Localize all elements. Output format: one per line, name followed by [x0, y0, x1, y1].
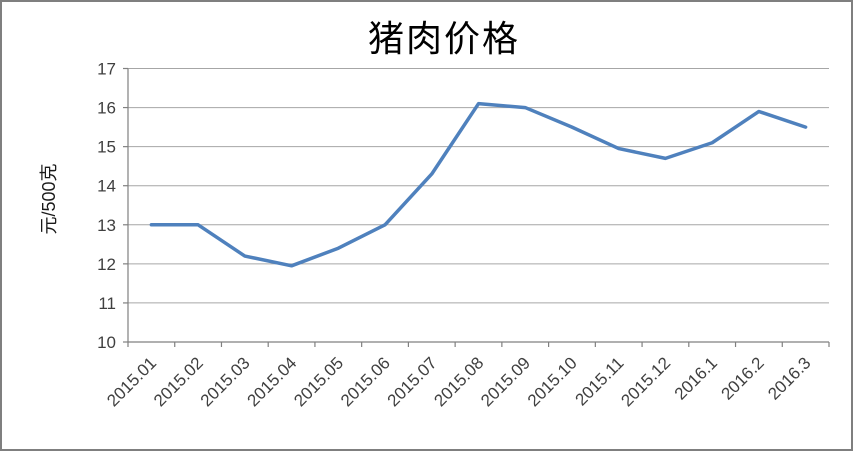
y-tick-label: 12 — [97, 255, 116, 274]
y-tick-label: 14 — [97, 177, 116, 196]
x-tick-label: 2015.09 — [477, 353, 534, 410]
x-tick-label: 2015.12 — [617, 353, 674, 410]
x-tick-label: 2015.07 — [384, 353, 441, 410]
x-tick-label: 2015.03 — [197, 353, 254, 410]
x-tick-label: 2015.06 — [337, 353, 394, 410]
x-tick-label: 2016.1 — [671, 353, 721, 403]
x-tick-label: 2016.3 — [764, 353, 814, 403]
x-tick-label: 2016.2 — [718, 353, 768, 403]
y-tick-label: 10 — [97, 333, 116, 352]
y-tick-label: 13 — [97, 216, 116, 235]
y-tick-label: 15 — [97, 138, 116, 157]
x-tick-label: 2015.11 — [572, 353, 628, 409]
y-tick-label: 17 — [97, 60, 116, 79]
x-tick-label: 2015.10 — [524, 353, 581, 410]
x-tick-label: 2015.05 — [290, 353, 347, 410]
y-tick-label: 16 — [97, 99, 116, 118]
y-tick-label: 11 — [98, 294, 116, 313]
x-tick-label: 2015.08 — [430, 353, 487, 410]
x-tick-label: 2015.04 — [244, 353, 301, 410]
chart-title: 猪肉价格 — [367, 19, 520, 60]
x-tick-label: 2015.02 — [150, 353, 207, 410]
price-series-line — [149, 101, 808, 268]
x-tick-label: 2015.01 — [103, 353, 160, 410]
